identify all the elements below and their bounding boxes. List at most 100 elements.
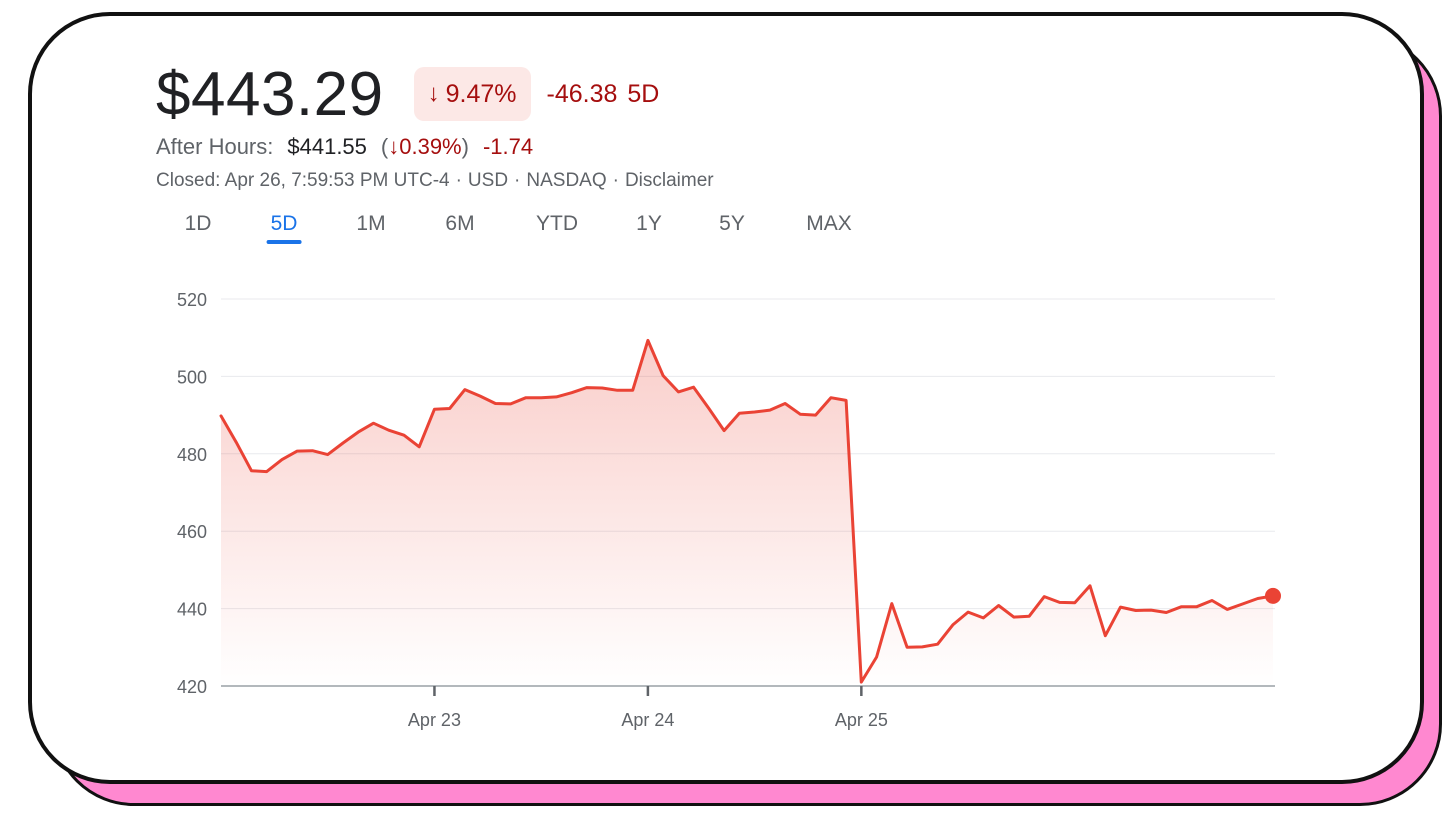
data-point [419,446,420,447]
y-tick-label: 420 [177,677,207,697]
data-point [297,451,298,452]
data-point [281,459,282,460]
price-chart: 520 500 480 460 440 420 Apr 23 Apr 24 Apr 25 [177,290,1281,730]
data-point [1227,609,1228,610]
change-value: -46.38 [546,79,618,108]
market-status-row: Closed: Apr 26, 7:59:53 PM UTC-4 · USD ·… [156,170,714,191]
data-point [373,423,374,424]
data-point [327,454,328,455]
data-point [1151,610,1152,611]
tab-max[interactable]: MAX [806,212,852,235]
data-point [678,391,679,392]
y-tick-label: 480 [177,445,207,465]
data-point [846,400,847,401]
change-value-group: -46.38 5D [547,80,660,109]
change-percent: 9.47% [445,79,517,108]
data-point [830,397,831,398]
data-point [510,403,511,404]
data-point [449,408,450,409]
data-point [1074,602,1075,603]
data-point [800,414,801,415]
change-period: 5D [627,79,660,108]
data-point [1120,607,1121,608]
tab-1y[interactable]: 1Y [636,212,662,235]
data-point [663,375,664,376]
data-point [586,387,587,388]
data-point [403,435,404,436]
exchange: NASDAQ [526,170,607,191]
data-point [464,389,465,390]
data-point [571,392,572,393]
data-point [891,603,892,604]
data-point [525,397,526,398]
data-point [1135,610,1136,611]
y-tick-label: 520 [177,290,207,310]
data-point [998,605,999,606]
data-point [861,682,862,683]
after-hours-price: $441.55 [287,134,367,159]
x-tick-label: Apr 25 [835,710,888,730]
data-point [1242,603,1243,604]
data-point [815,415,816,416]
data-point [495,403,496,404]
data-point [693,387,694,388]
y-tick-label: 460 [177,522,207,542]
data-point [983,617,984,618]
data-point [1166,612,1167,613]
data-point [769,410,770,411]
data-point [647,340,648,341]
data-point [388,430,389,431]
data-point [724,430,725,431]
current-price: $443.29 [156,59,384,129]
data-point [952,624,953,625]
currency: USD [467,170,509,191]
price-row: $443.29 ↓ 9.47% -46.38 5D [156,56,659,132]
data-point [556,396,557,397]
arrow-down-icon: ↓ [388,134,400,159]
data-point [1013,617,1014,618]
data-point [1090,585,1091,586]
data-point [434,409,435,410]
data-point [922,646,923,647]
data-point [937,644,938,645]
data-point [739,413,740,414]
data-point [1059,602,1060,603]
after-hours-change-group: (↓0.39%) [380,134,469,159]
tab-5y[interactable]: 5Y [719,212,745,235]
data-point [1212,600,1213,601]
data-point [236,442,237,443]
tab-1m[interactable]: 1M [356,212,386,235]
tab-ytd[interactable]: YTD [536,212,578,235]
tab-6m[interactable]: 6M [445,212,475,235]
data-point [754,412,755,413]
arrow-down-icon: ↓ [427,80,440,107]
x-tick-label: Apr 23 [408,710,461,730]
tab-1d[interactable]: 1D [184,212,212,235]
tab-5d[interactable]: 5D [266,212,302,244]
data-point [602,388,603,389]
after-hours-percent: 0.39% [399,134,462,159]
data-point [1105,635,1106,636]
data-point [266,471,267,472]
price-line [219,338,1275,684]
data-point [358,432,359,433]
closed-time: Closed: Apr 26, 7:59:53 PM UTC-4 [156,170,450,191]
data-point [708,408,709,409]
data-point [541,397,542,398]
last-price-marker [1265,587,1281,604]
disclaimer-link[interactable]: Disclaimer [624,170,714,191]
data-point [876,656,877,657]
data-point [251,470,252,471]
data-point [785,403,786,404]
price-area [221,340,1273,686]
data-point [617,390,618,391]
x-tick-label: Apr 24 [621,710,674,730]
data-point [1044,596,1045,597]
stock-card: $443.29 ↓ 9.47% -46.38 5D After Hours: $4… [28,12,1424,784]
data-point [342,442,343,443]
active-tab-underline [266,240,302,244]
data-point [312,450,313,451]
after-hours-row: After Hours: $441.55 (↓0.39%) -1.74 [156,134,533,160]
data-point [1196,606,1197,607]
data-point [1257,598,1258,599]
